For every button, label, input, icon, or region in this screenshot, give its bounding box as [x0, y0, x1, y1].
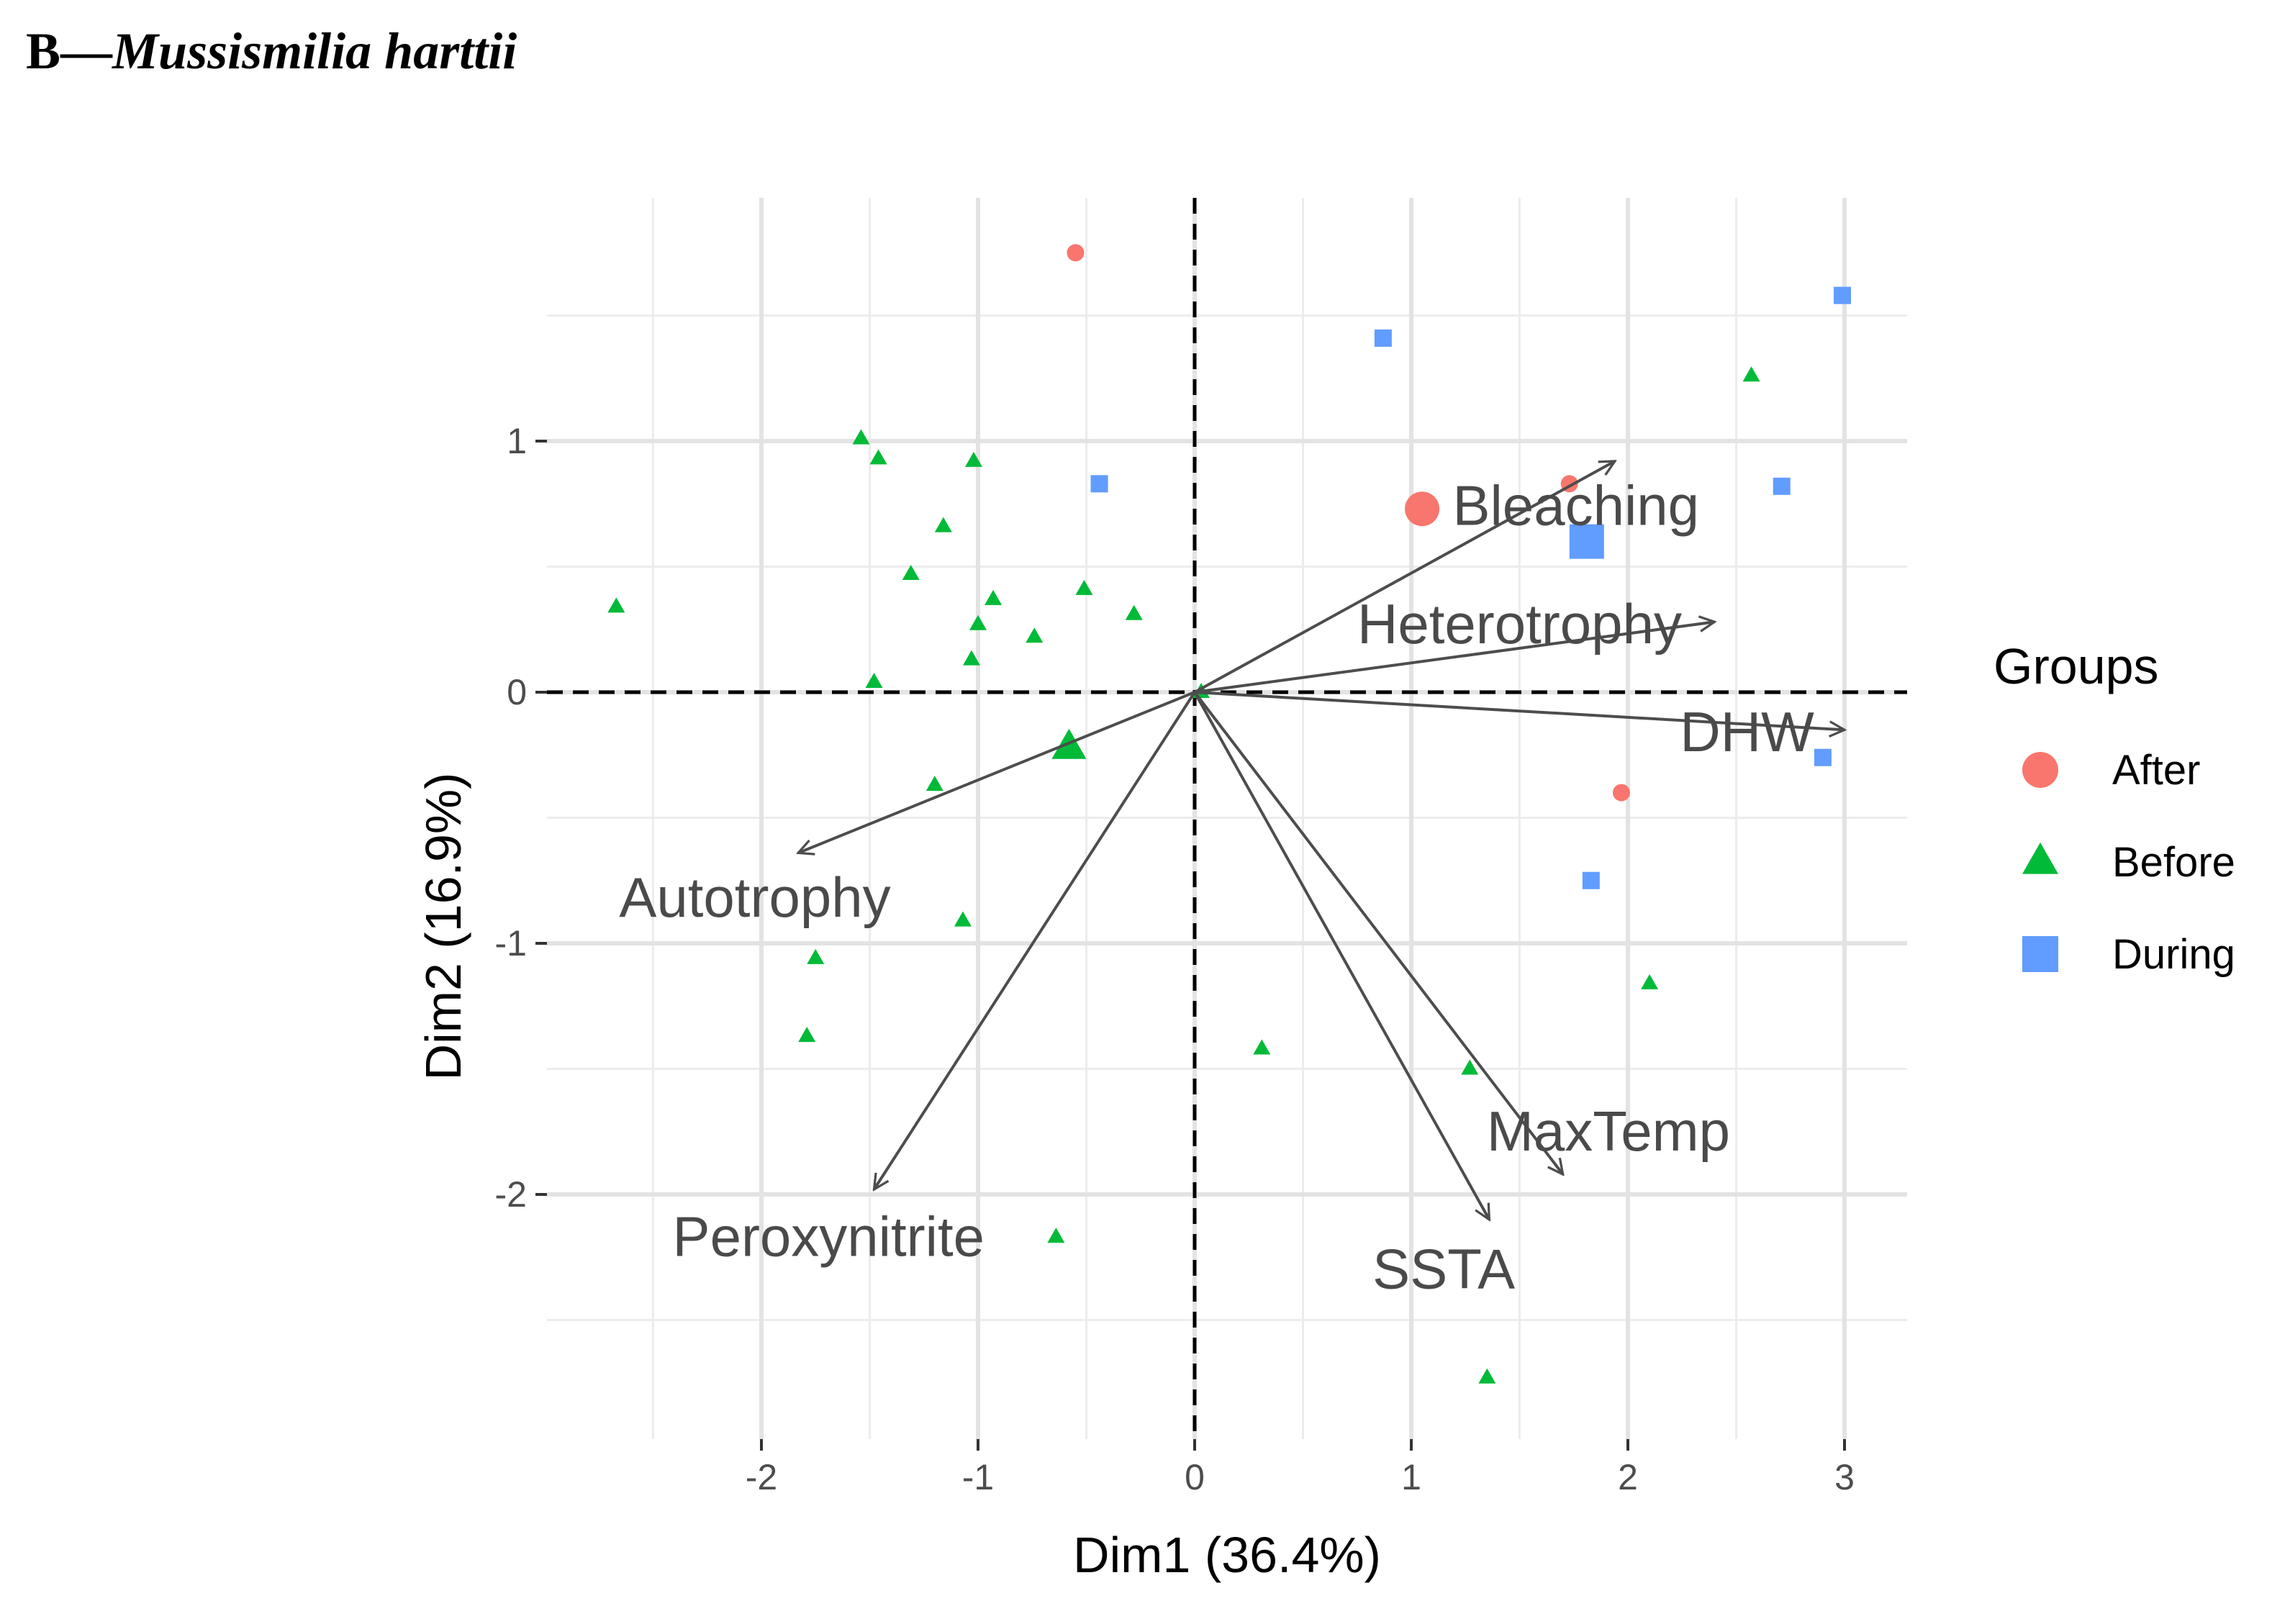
arrow-heterotrophy	[1194, 622, 1714, 694]
point-before	[607, 597, 625, 613]
x-tick-label: 2	[1618, 1457, 1638, 1497]
axis-tick-labels: -2 -1 0 1 2 3 -2 -1 0 1	[495, 421, 1855, 1497]
legend-label-during: During	[2112, 931, 2235, 978]
arrow-ssta	[1193, 691, 1489, 1220]
point-during	[1833, 286, 1851, 304]
point-before	[934, 517, 952, 532]
centroid-during	[1569, 524, 1604, 559]
reference-lines	[547, 198, 1907, 1439]
y-tick-label: 1	[507, 421, 527, 461]
point-during	[1374, 329, 1392, 347]
point-during	[1582, 871, 1600, 889]
point-before	[964, 451, 982, 467]
point-before	[852, 429, 870, 445]
var-label-autotrophy: Autotrophy	[619, 866, 890, 929]
point-before	[1742, 366, 1760, 382]
var-label-ssta: SSTA	[1372, 1238, 1515, 1301]
arrow-dhw	[1194, 691, 1845, 730]
title-species: Mussismilia harttii	[112, 22, 517, 80]
point-after	[1067, 244, 1085, 262]
grid-major	[547, 198, 1907, 1439]
arrow-maxtemp	[1193, 691, 1563, 1174]
var-label-maxtemp: MaxTemp	[1487, 1099, 1730, 1163]
point-before	[1047, 1228, 1065, 1243]
point-before	[1461, 1059, 1479, 1075]
point-before	[1478, 1368, 1496, 1384]
group-centroids	[1051, 491, 1604, 759]
x-tick-label: 3	[1834, 1457, 1855, 1497]
legend-key-before	[2022, 842, 2058, 874]
point-before	[969, 614, 987, 630]
y-axis-title: Dim2 (16.9%)	[415, 773, 471, 1081]
legend-key-after	[2022, 752, 2058, 788]
x-tick-label: -2	[746, 1457, 777, 1497]
point-before	[798, 1027, 816, 1043]
grid-minor	[547, 198, 1907, 1439]
legend-label-before: Before	[2112, 839, 2235, 886]
centroid-after	[1405, 491, 1440, 527]
point-before	[1253, 1039, 1271, 1055]
point-before	[925, 776, 943, 791]
point-before	[962, 650, 980, 666]
arrow-peroxynitrite	[874, 691, 1196, 1189]
point-before	[985, 589, 1003, 605]
point-before	[865, 673, 883, 689]
x-tick-label: 1	[1401, 1457, 1421, 1497]
x-axis-title: Dim1 (36.4%)	[1073, 1527, 1381, 1583]
y-tick-label: 0	[507, 672, 527, 712]
data-points	[607, 244, 1851, 1384]
y-tick-label: -2	[495, 1174, 527, 1215]
arrow-bleaching	[1194, 460, 1615, 694]
point-before	[807, 948, 825, 964]
var-label-bleaching: Bleaching	[1452, 474, 1699, 537]
y-tick-label: -1	[495, 923, 527, 963]
point-before	[1075, 579, 1093, 595]
arrow-autotrophy	[798, 691, 1195, 853]
var-label-heterotrophy: Heterotrophy	[1357, 592, 1682, 656]
x-tick-label: 0	[1185, 1457, 1205, 1497]
title-prefix: B—	[26, 22, 113, 80]
legend-label-after: After	[2112, 747, 2201, 794]
legend-title: Groups	[1993, 638, 2159, 694]
var-label-peroxynitrite: Peroxynitrite	[673, 1205, 985, 1268]
x-tick-label: -1	[962, 1457, 994, 1497]
var-label-dhw: DHW	[1680, 700, 1814, 763]
variable-arrows	[798, 460, 1845, 1220]
point-before	[954, 911, 972, 927]
point-before	[869, 449, 887, 465]
legend: Groups After Before During	[1993, 638, 2235, 978]
variable-labels: Bleaching Heterotrophy DHW Autotrophy Peroxy…	[619, 474, 1814, 1301]
figure-title: B—Mussismilia harttii	[26, 22, 517, 81]
point-during	[1814, 748, 1832, 766]
axis-ticks	[535, 440, 1846, 1451]
point-before	[1026, 627, 1044, 643]
point-during	[1773, 477, 1791, 495]
point-before	[1641, 974, 1659, 989]
point-during	[1090, 475, 1108, 493]
point-before	[902, 564, 920, 580]
legend-key-during	[2022, 936, 2058, 972]
point-after	[1612, 784, 1630, 802]
point-before	[1125, 604, 1143, 620]
